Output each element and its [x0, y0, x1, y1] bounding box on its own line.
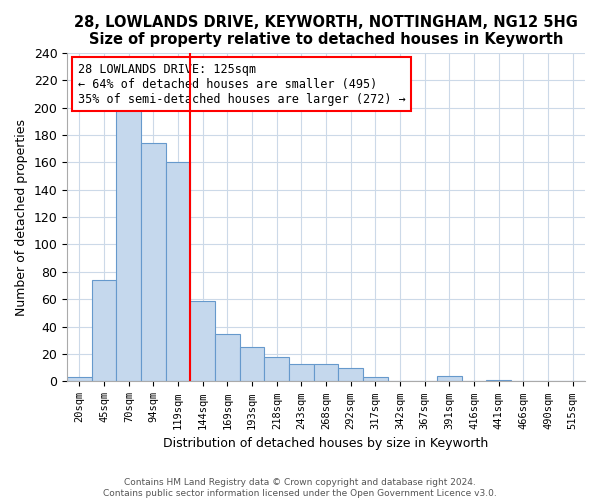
Bar — [314, 364, 338, 382]
Bar — [116, 108, 141, 382]
Bar — [289, 364, 314, 382]
Text: Contains HM Land Registry data © Crown copyright and database right 2024.
Contai: Contains HM Land Registry data © Crown c… — [103, 478, 497, 498]
Bar — [437, 376, 462, 382]
Bar — [166, 162, 190, 382]
Bar — [92, 280, 116, 382]
Text: 28 LOWLANDS DRIVE: 125sqm
← 64% of detached houses are smaller (495)
35% of semi: 28 LOWLANDS DRIVE: 125sqm ← 64% of detac… — [77, 62, 405, 106]
Bar — [240, 347, 265, 382]
Bar — [265, 357, 289, 382]
Title: 28, LOWLANDS DRIVE, KEYWORTH, NOTTINGHAM, NG12 5HG
Size of property relative to : 28, LOWLANDS DRIVE, KEYWORTH, NOTTINGHAM… — [74, 15, 578, 48]
Y-axis label: Number of detached properties: Number of detached properties — [15, 118, 28, 316]
Bar — [487, 380, 511, 382]
X-axis label: Distribution of detached houses by size in Keyworth: Distribution of detached houses by size … — [163, 437, 489, 450]
Bar — [141, 143, 166, 382]
Bar — [363, 378, 388, 382]
Bar — [338, 368, 363, 382]
Bar — [67, 378, 92, 382]
Bar — [190, 300, 215, 382]
Bar — [215, 334, 240, 382]
